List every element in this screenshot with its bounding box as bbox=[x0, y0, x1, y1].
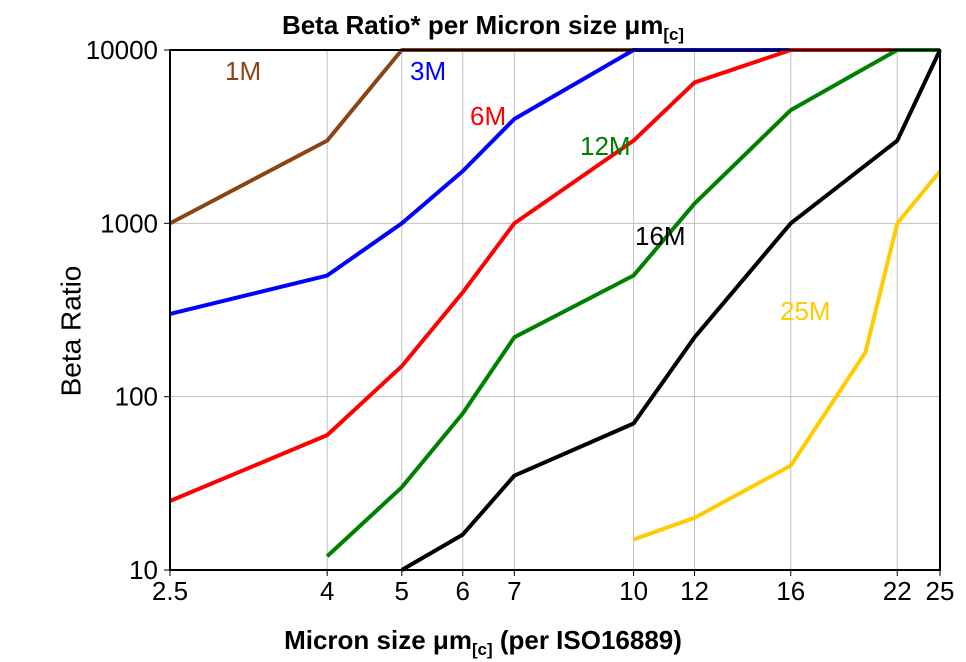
svg-text:22: 22 bbox=[883, 576, 912, 606]
svg-text:4: 4 bbox=[320, 576, 334, 606]
svg-text:6M: 6M bbox=[470, 101, 506, 131]
svg-text:1M: 1M bbox=[225, 56, 261, 86]
beta-ratio-chart: Beta Ratio* per Micron size μm[c] Beta R… bbox=[0, 0, 966, 662]
svg-text:12: 12 bbox=[680, 576, 709, 606]
svg-text:5: 5 bbox=[395, 576, 409, 606]
svg-text:10: 10 bbox=[129, 555, 158, 585]
svg-text:6: 6 bbox=[456, 576, 470, 606]
svg-text:3M: 3M bbox=[410, 56, 446, 86]
svg-text:1000: 1000 bbox=[100, 208, 158, 238]
chart-svg: 2.545671012162225101001000100001M3M6M12M… bbox=[0, 0, 966, 662]
svg-text:25M: 25M bbox=[780, 296, 831, 326]
svg-text:16M: 16M bbox=[635, 221, 686, 251]
svg-text:100: 100 bbox=[115, 382, 158, 412]
svg-text:7: 7 bbox=[507, 576, 521, 606]
svg-text:25: 25 bbox=[926, 576, 955, 606]
svg-text:10: 10 bbox=[619, 576, 648, 606]
svg-text:16: 16 bbox=[776, 576, 805, 606]
svg-text:10000: 10000 bbox=[86, 35, 158, 65]
svg-text:12M: 12M bbox=[580, 131, 631, 161]
